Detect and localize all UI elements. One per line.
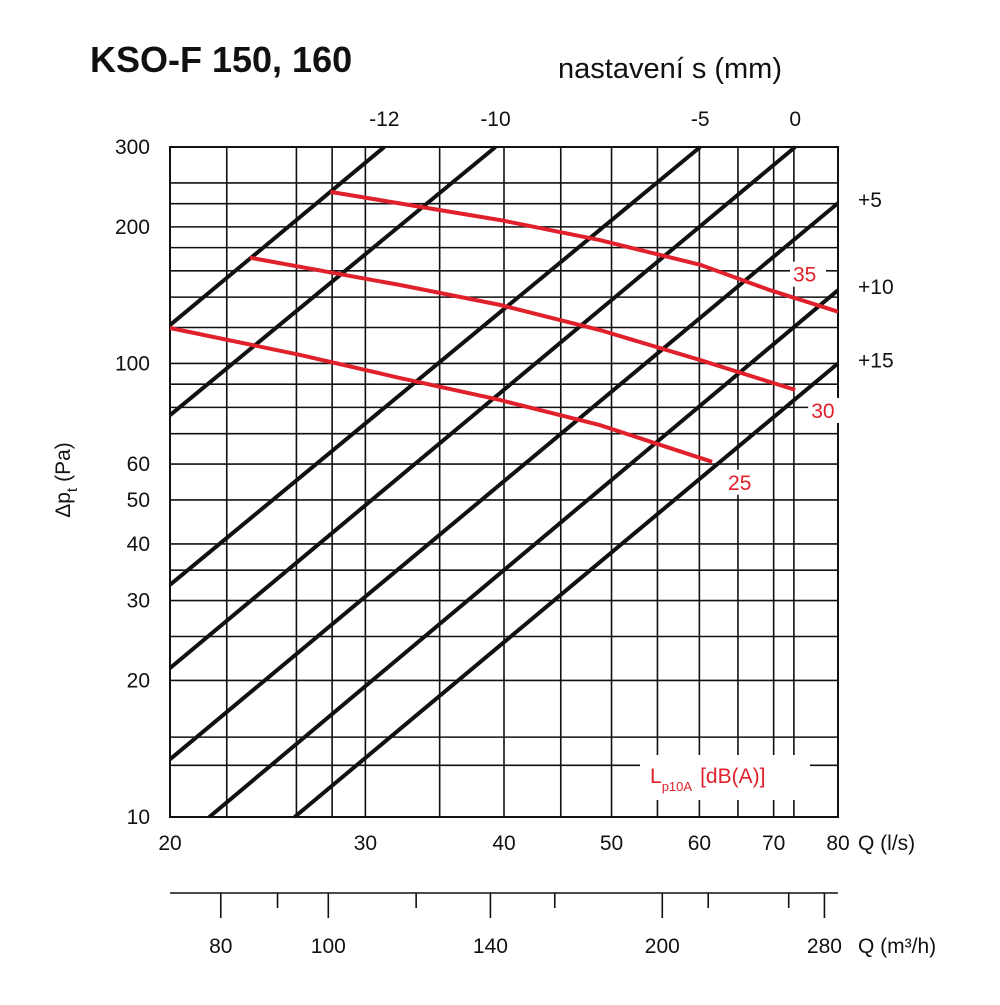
x-tick-label: 40 — [492, 832, 515, 855]
y-axis-label-text: Δpt (Pa) — [52, 442, 81, 518]
y-tick-label: 200 — [115, 216, 150, 239]
x-axis-label: Q (l/s) — [858, 832, 915, 855]
y-tick-label: 10 — [127, 806, 150, 829]
series-label: 35 — [793, 264, 816, 287]
x2-tick-label: 200 — [645, 935, 680, 958]
sound-label-main: L — [650, 765, 662, 788]
x2-tick-label: 280 — [807, 935, 842, 958]
y-label-sub: t — [64, 487, 81, 492]
y-label-main: Δp — [52, 492, 75, 518]
legend-background — [640, 755, 810, 800]
sound-label: Lp10A [dB(A)] — [650, 765, 765, 794]
x2-tick-label: 80 — [209, 935, 232, 958]
x2-tick-label: 140 — [473, 935, 508, 958]
x2-axis-label: Q (m³/h) — [858, 935, 936, 958]
series-line — [330, 189, 839, 314]
series-line — [168, 145, 386, 327]
y-tick-label: 50 — [127, 489, 150, 512]
series-line — [168, 145, 702, 587]
series-label-background — [790, 261, 826, 287]
y-axis-label: Δpt (Pa) — [52, 442, 81, 518]
y-tick-label: 30 — [127, 590, 150, 613]
series-label: 0 — [789, 108, 801, 131]
series-line — [208, 288, 840, 819]
lines — [168, 145, 840, 819]
chart-subtitle: nastavení s (mm) — [558, 53, 782, 85]
x2-tick-label: 100 — [311, 935, 346, 958]
series-line — [168, 145, 797, 670]
series-line — [293, 361, 840, 819]
series-label: +15 — [858, 349, 894, 372]
series-label: 25 — [728, 472, 751, 495]
x-tick-label: 70 — [762, 832, 785, 855]
series-label-background — [808, 397, 845, 423]
series-label: -12 — [369, 108, 399, 131]
series-label: -10 — [480, 108, 510, 131]
series-label: +5 — [858, 189, 882, 212]
series-label-background — [725, 469, 762, 495]
x-tick-label: 20 — [158, 832, 181, 855]
y-tick-label: 20 — [127, 669, 150, 692]
x-tick-label: 60 — [688, 832, 711, 855]
series-line — [249, 255, 796, 392]
series-line — [168, 201, 840, 761]
y-label-unit: (Pa) — [52, 442, 75, 482]
series-label: -5 — [691, 108, 710, 131]
series-line — [168, 145, 497, 417]
x-tick-label: 80 — [826, 832, 849, 855]
series-label: +10 — [858, 276, 894, 299]
plot-frame — [169, 146, 839, 818]
x-tick-label: 30 — [354, 832, 377, 855]
x-tick-label: 50 — [600, 832, 623, 855]
chart-title: KSO-F 150, 160 — [90, 39, 352, 80]
series-label: 30 — [811, 400, 834, 423]
sound-label-sub: p10A — [662, 779, 693, 794]
y-tick-label: 60 — [127, 453, 150, 476]
y-tick-label: 40 — [127, 533, 150, 556]
y-tick-label: 100 — [115, 352, 150, 375]
series-line — [169, 326, 713, 464]
y-tick-label: 300 — [115, 136, 150, 159]
sound-label-unit: [dB(A)] — [700, 765, 765, 788]
